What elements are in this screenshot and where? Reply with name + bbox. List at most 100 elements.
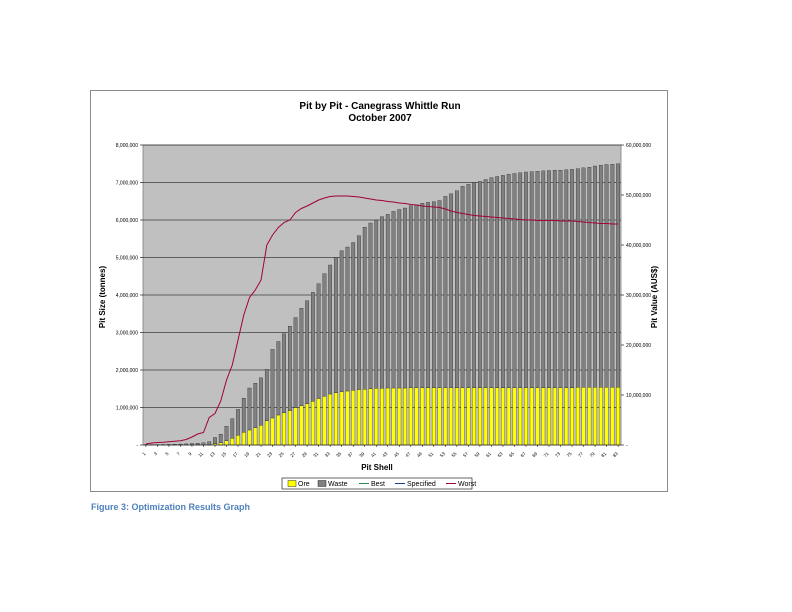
- bar-ore: [616, 387, 620, 446]
- bar-ore: [455, 387, 459, 446]
- bar-ore: [581, 387, 586, 446]
- bar-waste: [564, 169, 569, 388]
- bar-ore: [374, 388, 379, 446]
- legend-label-worst: Worst: [458, 481, 476, 488]
- x-tick-label: 53: [439, 451, 446, 458]
- bar-ore: [512, 387, 517, 446]
- bar-ore: [293, 407, 298, 446]
- bar-ore: [564, 387, 569, 446]
- legend-label-best: Best: [371, 481, 385, 488]
- bar-ore: [299, 405, 304, 446]
- bar-ore: [311, 401, 315, 446]
- bar-waste: [403, 207, 407, 389]
- bar-waste: [460, 186, 465, 388]
- y2-tick-label: 10,000,000: [626, 393, 651, 399]
- bar-ore: [241, 432, 246, 446]
- x-tick-label: 23: [266, 451, 273, 458]
- bar-waste: [305, 300, 309, 404]
- x-tick-label: 67: [520, 451, 527, 458]
- bar-waste: [247, 387, 252, 431]
- bar-ore: [316, 398, 321, 446]
- bar-ore: [288, 410, 292, 446]
- y-tick-label: 8,000,000: [116, 143, 138, 149]
- bar-waste: [218, 434, 223, 443]
- bar-ore: [305, 403, 309, 446]
- x-tick-label: 7: [176, 451, 182, 457]
- bar-waste: [253, 383, 258, 428]
- bar-waste: [311, 292, 315, 402]
- bar-waste: [339, 250, 344, 392]
- x-tick-label: 75: [566, 451, 573, 458]
- bar-waste: [259, 377, 263, 426]
- bar-waste: [570, 169, 574, 388]
- bar-waste: [322, 273, 327, 397]
- bar-ore: [466, 387, 471, 446]
- bar-waste: [357, 235, 361, 390]
- bar-waste: [535, 171, 540, 388]
- bar-waste: [241, 398, 246, 433]
- bar-waste: [587, 167, 592, 388]
- bar-waste: [483, 179, 488, 388]
- bar-ore: [604, 387, 609, 446]
- x-axis-label: Pit Shell: [361, 463, 393, 472]
- bar-waste: [224, 426, 229, 441]
- x-tick-label: 15: [220, 451, 227, 458]
- x-tick-label: 17: [232, 451, 239, 458]
- bar-ore: [408, 387, 413, 446]
- x-tick-label: 1: [141, 451, 147, 457]
- x-tick-label: 43: [381, 451, 388, 458]
- axis-layer: - 1,000,000 2,000,000 3,000,000 4,000,000 5,0…: [116, 143, 651, 458]
- y-tick-label: 1,000,000: [116, 406, 138, 412]
- y-tick-label: 7,000,000: [116, 181, 138, 187]
- bar-ore: [397, 387, 402, 446]
- bar-waste: [431, 201, 436, 388]
- bar-ore: [247, 429, 252, 446]
- x-tick-label: 31: [312, 451, 319, 458]
- bar-ore: [472, 387, 476, 446]
- bar-ore: [224, 440, 229, 446]
- bar-waste: [455, 190, 459, 388]
- bar-ore: [535, 387, 540, 446]
- x-tick-label: 57: [462, 451, 469, 458]
- bar-waste: [426, 202, 430, 388]
- bar-ore: [218, 442, 223, 446]
- bar-waste: [604, 164, 609, 388]
- x-tick-label: 63: [497, 451, 504, 458]
- bar-ore: [541, 387, 546, 446]
- bar-ore: [414, 387, 419, 446]
- bar-waste: [472, 182, 476, 388]
- bar-waste: [374, 219, 379, 389]
- bar-waste: [558, 170, 563, 388]
- x-tick-label: 71: [543, 451, 550, 458]
- bar-waste: [414, 204, 419, 388]
- y2-tick-label: 40,000,000: [626, 243, 651, 249]
- bar-waste: [270, 349, 275, 419]
- legend-label-specified: Specified: [407, 481, 436, 488]
- x-tick-label: 59: [474, 451, 481, 458]
- bar-waste: [282, 333, 286, 413]
- bar-ore: [357, 389, 361, 446]
- chart-subtitle: October 2007: [348, 113, 412, 124]
- bar-waste: [506, 174, 511, 388]
- y-tick-label: 2,000,000: [116, 368, 138, 374]
- x-tick-label: 21: [255, 451, 262, 458]
- bar-waste: [230, 418, 235, 439]
- bar-waste: [518, 172, 523, 388]
- legend-label-ore: Ore: [298, 481, 310, 488]
- bar-waste: [443, 196, 448, 388]
- bar-waste: [408, 205, 413, 388]
- x-tick-label: 25: [278, 451, 285, 458]
- bar-waste: [351, 242, 356, 391]
- x-tick-label: 45: [393, 451, 400, 458]
- bar-waste: [616, 163, 620, 388]
- bar-ore: [420, 387, 425, 446]
- bar-ore: [385, 387, 390, 446]
- x-tick-label: 11: [197, 451, 204, 458]
- bar-ore: [276, 414, 281, 446]
- x-tick-label: 73: [554, 451, 561, 458]
- x-tick-label: 19: [243, 451, 250, 458]
- bar-ore: [449, 387, 453, 446]
- x-tick-label: 79: [589, 451, 596, 458]
- bar-ore: [558, 387, 563, 446]
- bar-ore: [483, 387, 488, 446]
